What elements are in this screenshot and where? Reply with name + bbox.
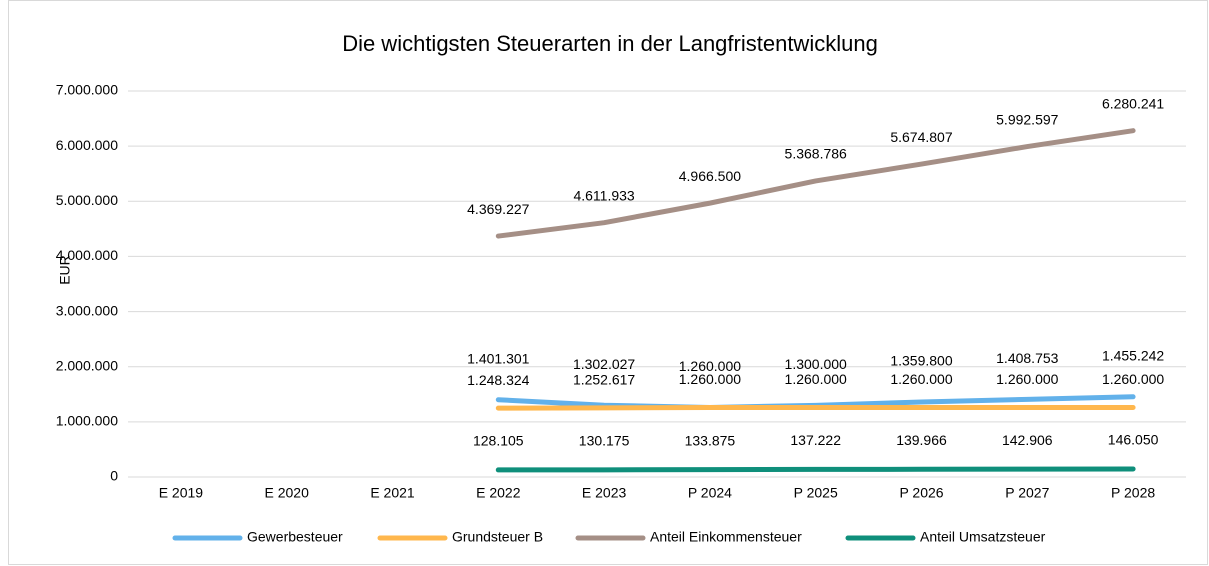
y-tick-label: 5.000.000 <box>56 192 118 208</box>
data-label: 137.222 <box>790 432 841 448</box>
x-tick-label: P 2025 <box>794 485 838 501</box>
x-tick-label: E 2023 <box>582 485 627 501</box>
y-axis-label: EUR <box>57 255 73 285</box>
data-label: 1.248.324 <box>467 372 529 388</box>
y-tick-label: 1.000.000 <box>56 413 118 429</box>
y-tick-label: 7.000.000 <box>56 82 118 98</box>
series-line <box>495 405 1136 411</box>
chart-title: Die wichtigsten Steuerarten in der Langf… <box>342 31 878 56</box>
data-label: 1.302.027 <box>573 356 635 372</box>
data-label: 4.369.227 <box>467 201 529 217</box>
legend-label: Grundsteuer B <box>452 529 543 545</box>
legend-label: Gewerbesteuer <box>247 529 343 545</box>
y-tick-label: 4.000.000 <box>56 247 118 263</box>
data-label: 1.260.000 <box>679 371 741 387</box>
x-tick-label: E 2020 <box>265 485 310 501</box>
data-label: 1.260.000 <box>679 358 741 374</box>
data-label: 5.674.807 <box>890 129 952 145</box>
data-label: 4.966.500 <box>679 168 741 184</box>
y-tick-label: 6.000.000 <box>56 137 118 153</box>
data-label: 1.359.800 <box>890 353 952 369</box>
x-tick-label: P 2028 <box>1111 485 1155 501</box>
data-label: 1.401.301 <box>467 350 529 366</box>
data-label: 142.906 <box>1002 432 1053 448</box>
series-line <box>495 128 1136 239</box>
data-label: 1.408.753 <box>996 350 1058 366</box>
data-label: 1.300.000 <box>785 356 847 372</box>
data-label: 1.260.000 <box>785 371 847 387</box>
legend-label: Anteil Umsatzsteuer <box>920 529 1046 545</box>
data-label: 6.280.241 <box>1102 95 1164 111</box>
data-label: 1.260.000 <box>996 371 1058 387</box>
series-line <box>495 466 1136 473</box>
data-label: 4.611.933 <box>573 187 634 203</box>
chart-border <box>8 0 1208 565</box>
y-tick-label: 2.000.000 <box>56 357 118 373</box>
x-tick-label: P 2024 <box>688 485 732 501</box>
x-tick-label: E 2019 <box>159 485 204 501</box>
x-tick-label: E 2021 <box>370 485 415 501</box>
data-label: 146.050 <box>1108 432 1159 448</box>
data-label: 139.966 <box>896 432 947 448</box>
data-label: 1.455.242 <box>1102 347 1164 363</box>
data-label: 1.252.617 <box>573 372 635 388</box>
data-label: 130.175 <box>579 433 630 449</box>
legend-label: Anteil Einkommensteuer <box>650 529 802 545</box>
data-label: 1.260.000 <box>1102 371 1164 387</box>
x-tick-label: P 2027 <box>1005 485 1049 501</box>
y-tick-label: 3.000.000 <box>56 302 118 318</box>
data-label: 1.260.000 <box>890 371 952 387</box>
x-tick-label: P 2026 <box>899 485 943 501</box>
data-label: 128.105 <box>473 433 524 449</box>
x-tick-label: E 2022 <box>476 485 521 501</box>
data-label: 5.992.597 <box>996 111 1058 127</box>
data-label: 5.368.786 <box>785 146 847 162</box>
y-tick-label: 0 <box>110 468 118 484</box>
data-label: 133.875 <box>685 432 736 448</box>
